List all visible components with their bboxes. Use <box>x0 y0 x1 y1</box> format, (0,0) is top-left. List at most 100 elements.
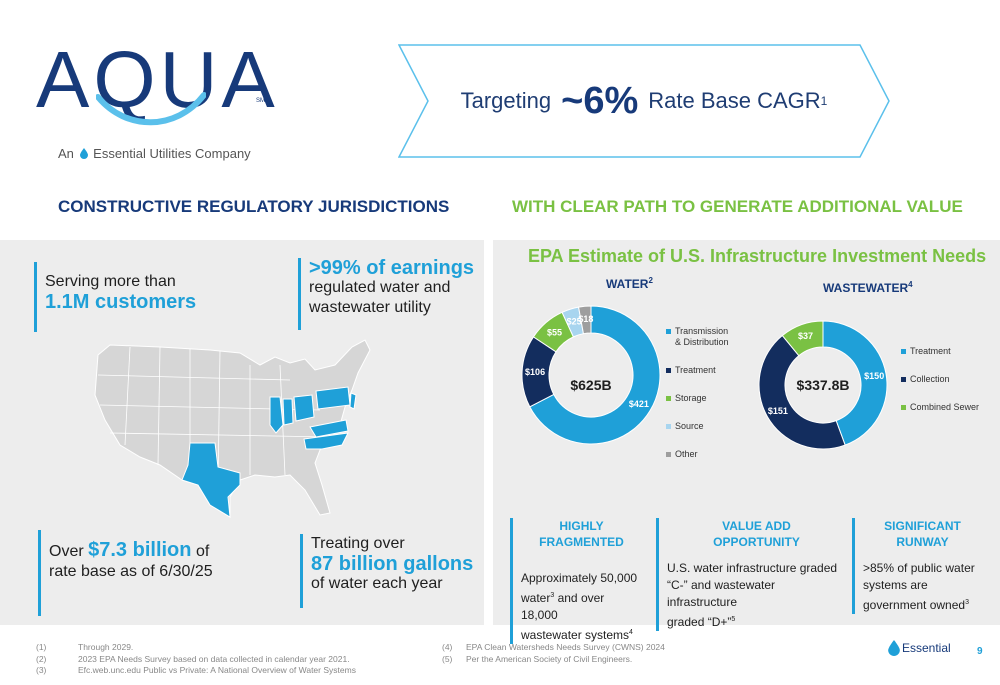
wastewater-slice-2 <box>781 320 824 357</box>
col-body-line: U.S. water infrastructure graded <box>667 561 838 575</box>
state-new-jersey <box>349 392 357 410</box>
wastewater-label-text: WASTEWATER <box>823 281 909 295</box>
water-legend: Transmission & Distribution Treatment Stora… <box>666 326 756 477</box>
col-body-text: water <box>521 591 551 605</box>
footnote: (1) Through 2029. <box>36 642 356 654</box>
water-slice-label-3: $25 <box>567 317 582 327</box>
tagline-post: Utilities Company <box>149 146 251 161</box>
state-north-carolina <box>303 432 349 450</box>
wastewater-chart-label: WASTEWATER4 <box>823 280 913 295</box>
stat-rate-base: Over $7.3 billion of rate base as of 6/3… <box>38 530 213 616</box>
col-head-line2: FRAGMENTED <box>539 535 624 549</box>
footnotes-left: (1) Through 2029. (2) 2023 EPA Needs Surve… <box>36 642 356 677</box>
col-body-text: graded “D+” <box>667 615 732 629</box>
tagline-brand: Essential <box>93 146 146 161</box>
water-slice-label-4: $18 <box>578 314 593 324</box>
stat-customers-highlight: 1.1M customers <box>45 291 197 313</box>
footnote-text: 2023 EPA Needs Survey based on data coll… <box>78 653 350 664</box>
col-head-line2: OPPORTUNITY <box>713 535 800 549</box>
banner-post: Rate Base CAGR <box>648 88 821 113</box>
col-body-line: >85% of public water <box>863 561 975 575</box>
water-legend-item-4: Other <box>666 449 756 460</box>
stat-earnings-highlight: >99% of earnings <box>309 257 475 279</box>
col-head-line1: HIGHLY <box>559 519 604 533</box>
water-slice-4 <box>578 305 592 335</box>
footnote-number: (1) <box>36 642 47 652</box>
stat-gallons: Treating over 87 billion gallons of wate… <box>300 534 473 608</box>
wastewater-legend-label: Combined Sewer <box>910 402 980 412</box>
aqua-logo: AQUA SM An Essential Utilities Company <box>36 36 276 166</box>
stat-rate-base-post: of <box>195 543 210 560</box>
water-legend-swatch <box>666 424 671 429</box>
state-texas <box>181 442 241 518</box>
water-slice-label-1: $106 <box>525 367 545 377</box>
footnote-number: (4) <box>442 642 453 652</box>
col-highly-fragmented: HIGHLY FRAGMENTED Approximately 50,000 w… <box>510 518 642 644</box>
stat-customers: Serving more than 1.1M customers <box>34 262 196 332</box>
state-ohio <box>293 394 315 422</box>
col-body-ref: 3 <box>965 599 969 606</box>
wastewater-donut-chart: $150 $151 $37 <box>758 320 888 450</box>
water-legend-swatch <box>666 329 671 334</box>
footnote: (3) Efc.web.unc.edu Public vs Private: A … <box>36 665 356 677</box>
logo-sm-mark: SM <box>256 98 265 104</box>
water-legend-swatch <box>666 368 671 373</box>
stat-rate-base-pre: Over <box>49 543 84 560</box>
stat-gallons-line3: of water each year <box>311 575 443 592</box>
col-body-line: “C-” and wastewater infrastructure <box>667 578 776 609</box>
col-significant-runway: SIGNIFICANT RUNWAY >85% of public water … <box>852 518 982 614</box>
water-slice-0 <box>529 305 661 445</box>
water-slice-label-0: $421 <box>629 399 649 409</box>
stat-earnings: >99% of earnings regulated water and was… <box>298 258 474 330</box>
water-donut-chart: $421 $106 $55 $25$18 <box>521 305 661 445</box>
footnote-text: EPA Clean Watersheds Needs Survey (CWNS)… <box>466 642 665 652</box>
water-label-note: 2 <box>648 276 653 285</box>
state-virginia <box>309 419 349 438</box>
stat-rate-base-highlight: $7.3 billion <box>88 539 192 561</box>
col-head: VALUE ADD OPPORTUNITY <box>667 518 846 550</box>
water-legend-label: Transmission & Distribution <box>675 326 729 347</box>
wastewater-legend-swatch <box>901 349 906 354</box>
state-pennsylvania <box>315 386 351 410</box>
footer-brand: Essential <box>902 641 951 655</box>
wastewater-legend-item-0: Treatment <box>901 346 991 357</box>
col-body-line: systems are <box>863 578 928 592</box>
banner-text: Targeting ~6% Rate Base CAGR 1 <box>398 44 890 158</box>
col-head-line1: SIGNIFICANT <box>884 519 961 533</box>
logo-tagline: An Essential Utilities Company <box>58 146 251 161</box>
col-body-ref: 3 <box>550 592 555 599</box>
col-body-line: water3 and over 18,000 <box>521 587 642 624</box>
footnotes-right: (4) EPA Clean Watersheds Needs Survey (CW… <box>442 642 665 665</box>
wastewater-slice-label-0: $150 <box>864 371 884 381</box>
water-legend-label: Other <box>675 449 698 459</box>
water-legend-swatch <box>666 396 671 401</box>
essential-footer-logo: Essential <box>888 640 951 656</box>
col-body: U.S. water infrastructure graded “C-” an… <box>667 560 846 631</box>
banner-pre: Targeting <box>460 88 552 113</box>
water-legend-swatch <box>666 452 671 457</box>
stat-gallons-highlight: 87 billion gallons <box>311 553 474 575</box>
stat-customers-text: Serving more than <box>45 273 176 290</box>
banner-value: ~6% <box>561 79 639 122</box>
wastewater-slice-0 <box>822 320 888 446</box>
wastewater-donut-total: $337.8B <box>796 377 850 393</box>
footnote-number: (3) <box>36 665 47 675</box>
banner-chevron-shape <box>397 44 890 158</box>
col-body: >85% of public water systems are governm… <box>863 560 982 614</box>
col-body-line: graded “D+”5 <box>667 611 846 631</box>
col-body-ref: 5 <box>731 616 736 623</box>
footnote-number: (2) <box>36 653 47 664</box>
stat-rate-base-line2: rate base as of 6/30/25 <box>49 563 213 580</box>
stat-gallons-line1: Treating over <box>311 535 405 552</box>
wastewater-legend-item-1: Collection <box>901 374 991 385</box>
water-legend-label: Source <box>675 421 704 431</box>
footnote-number: (5) <box>442 653 453 664</box>
stat-earnings-line2: regulated water and <box>309 279 451 296</box>
water-drop-icon <box>79 148 88 159</box>
epa-chart-title: EPA Estimate of U.S. Infrastructure Inve… <box>528 246 987 266</box>
footnote: (2) 2023 EPA Needs Survey based on data c… <box>36 654 356 666</box>
wastewater-legend-label: Treatment <box>910 346 951 356</box>
col-head-line2: RUNWAY <box>896 535 949 549</box>
col-head: HIGHLY FRAGMENTED <box>521 518 642 550</box>
footnote-text: Through 2029. <box>78 642 134 652</box>
